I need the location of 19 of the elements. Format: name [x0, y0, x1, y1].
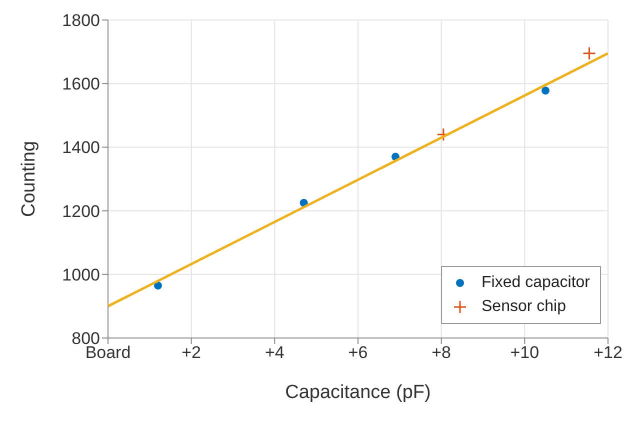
- y-tick-label: 1600: [62, 74, 100, 94]
- y-tick-label: 1000: [62, 265, 100, 284]
- x-tick-label: +2: [182, 343, 202, 362]
- x-tick-label: +6: [348, 343, 368, 362]
- x-tick-label: +8: [432, 343, 452, 362]
- x-tick-label: +4: [264, 343, 284, 362]
- x-axis-title: Capacitance (pF): [285, 382, 431, 403]
- y-tick-label: 1800: [62, 11, 100, 30]
- y-tick-label: 1200: [62, 202, 100, 221]
- point: [154, 282, 162, 290]
- point: [582, 46, 596, 60]
- legend-label: Sensor chip: [482, 297, 566, 317]
- x-tick-label: +10: [510, 343, 540, 362]
- y-tick-label: 1400: [62, 138, 100, 158]
- point: [542, 86, 550, 95]
- x-tick-label: +12: [594, 343, 622, 362]
- y-axis-title: Counting: [18, 140, 40, 218]
- legend-label: Fixed capacitor: [482, 273, 590, 293]
- x-tick-label: Board: [85, 343, 131, 362]
